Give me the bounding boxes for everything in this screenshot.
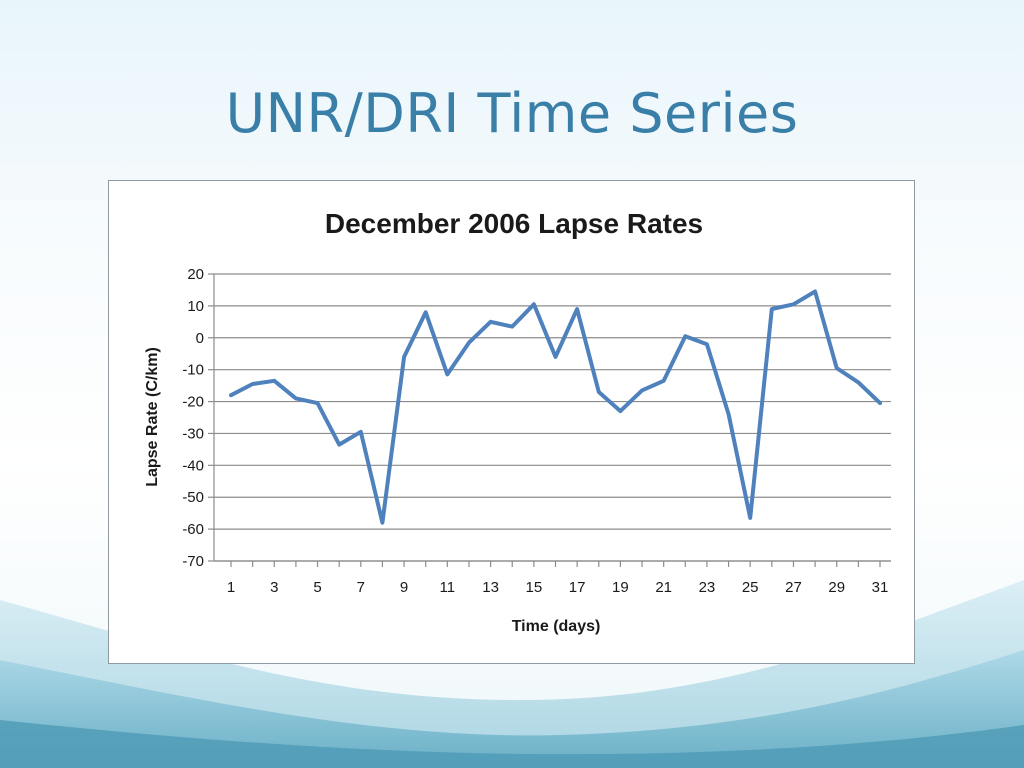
y-tick-label: 10: [187, 298, 204, 315]
y-tick-label: -30: [182, 425, 204, 442]
x-tick-label: 5: [313, 579, 321, 596]
chart-title: December 2006 Lapse Rates: [325, 208, 703, 239]
series-lapse-rate: [229, 289, 882, 525]
axes: [208, 273, 891, 567]
x-tick-label: 15: [526, 579, 543, 596]
y-tick-label: 0: [196, 330, 204, 347]
x-tick-label: 11: [440, 579, 456, 596]
x-tick-label: 21: [655, 579, 672, 596]
x-tick-label: 31: [872, 579, 889, 596]
y-axis-label: Lapse Rate (C/km): [144, 347, 161, 487]
x-axis-label: Time (days): [512, 618, 601, 635]
x-tick-label: 19: [612, 579, 629, 596]
grid-lines: [214, 273, 891, 562]
x-tick-label: 13: [482, 579, 499, 596]
x-tick-label: 23: [699, 579, 716, 596]
y-tick-label: -70: [182, 553, 204, 570]
y-tick-labels: 20 10 0 -10 -20 -30 -40 -50 -60 -70: [182, 266, 204, 570]
x-tick-label: 29: [828, 579, 845, 596]
y-tick-label: -10: [182, 362, 204, 379]
y-tick-label: 20: [187, 266, 204, 283]
y-tick-label: -40: [182, 457, 204, 474]
y-tick-label: -60: [182, 521, 204, 538]
y-tick-label: -20: [182, 394, 204, 411]
x-tick-label: 3: [270, 579, 278, 596]
series-line: [229, 289, 882, 525]
x-tick-label: 27: [785, 579, 802, 596]
y-tick-label: -50: [182, 489, 204, 506]
x-tick-labels: 1 3 5 7 9 11 13 15 17 19 21 23 25 27 29 31: [227, 579, 889, 596]
line-chart: December 2006 Lapse Rates 20 10 0 -10 -20 -30…: [144, 208, 891, 635]
background-wave: [0, 720, 1024, 768]
slide-title: UNR/DRI Time Series: [225, 82, 799, 145]
background-wave: [0, 650, 1024, 768]
chart-panel: December 2006 Lapse Rates 20 10 0 -10 -20 -30…: [108, 180, 915, 664]
x-tick-label: 9: [400, 579, 408, 596]
x-tick-label: 7: [357, 579, 365, 596]
x-tick-label: 1: [227, 579, 235, 596]
x-tick-label: 25: [742, 579, 759, 596]
x-tick-label: 17: [569, 579, 586, 596]
